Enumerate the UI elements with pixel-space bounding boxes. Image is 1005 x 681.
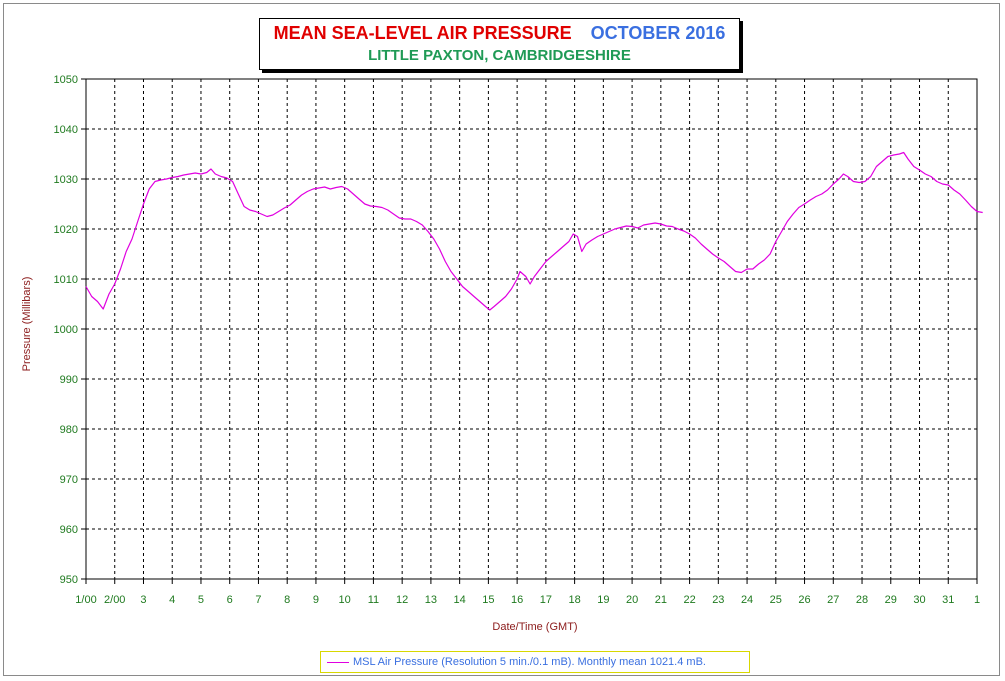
x-tick-label: 30 bbox=[913, 594, 925, 606]
plot-border bbox=[85, 78, 978, 580]
x-tick-label: 31 bbox=[942, 594, 954, 606]
y-axis-label: Pressure (Millibars) bbox=[21, 276, 33, 372]
x-tick-label: 12 bbox=[396, 594, 408, 606]
x-tick-label: 24 bbox=[741, 594, 753, 606]
y-tick-label: 960 bbox=[60, 524, 78, 536]
series-line bbox=[85, 151, 983, 311]
title-line: MEAN SEA-LEVEL AIR PRESSURE OCTOBER 2016 bbox=[260, 23, 739, 44]
x-tick-label: 8 bbox=[284, 594, 290, 606]
x-tick-label: 18 bbox=[568, 594, 580, 606]
x-tick-label: 27 bbox=[827, 594, 839, 606]
x-tick-label: 5 bbox=[198, 594, 204, 606]
title-box: MEAN SEA-LEVEL AIR PRESSURE OCTOBER 2016… bbox=[259, 18, 740, 70]
x-tick-label: 9 bbox=[313, 594, 319, 606]
x-tick-label: 3 bbox=[140, 594, 146, 606]
x-tick-label: 2/00 bbox=[104, 594, 125, 606]
x-tick-label: 20 bbox=[626, 594, 638, 606]
x-tick-label: 22 bbox=[683, 594, 695, 606]
x-tick-label: 13 bbox=[425, 594, 437, 606]
chart-title-date: OCTOBER 2016 bbox=[590, 23, 726, 43]
x-tick-label: 7 bbox=[255, 594, 261, 606]
x-tick-label: 28 bbox=[856, 594, 868, 606]
y-tick-label: 970 bbox=[60, 474, 78, 486]
x-tick-label: 11 bbox=[368, 594, 379, 606]
legend-swatch bbox=[327, 662, 349, 663]
x-tick-label: 6 bbox=[227, 594, 233, 606]
y-tick-label: 1000 bbox=[54, 324, 78, 336]
y-tick-label: 1020 bbox=[54, 224, 78, 236]
x-tick-label: 29 bbox=[885, 594, 897, 606]
y-tick-label: 1010 bbox=[54, 274, 78, 286]
y-tick-label: 1050 bbox=[54, 74, 78, 86]
x-axis-label: Date/Time (GMT) bbox=[492, 621, 578, 633]
x-tick-label: 23 bbox=[712, 594, 724, 606]
legend: MSL Air Pressure (Resolution 5 min./0.1 … bbox=[320, 651, 750, 673]
x-tick-label: 25 bbox=[770, 594, 782, 606]
x-tick-label: 4 bbox=[169, 594, 175, 606]
y-tick-label: 980 bbox=[60, 424, 78, 436]
x-tick-label: 14 bbox=[454, 594, 466, 606]
x-tick-label: 26 bbox=[798, 594, 810, 606]
chart-title: MEAN SEA-LEVEL AIR PRESSURE bbox=[273, 23, 572, 43]
x-tick-label: 10 bbox=[339, 594, 351, 606]
y-tick-label: 990 bbox=[60, 374, 78, 386]
x-tick-label: 15 bbox=[482, 594, 494, 606]
x-tick-label: 16 bbox=[511, 594, 523, 606]
x-tick-label: 1/00 bbox=[75, 594, 96, 606]
chart-frame bbox=[3, 3, 1000, 676]
y-tick-label: 1040 bbox=[54, 124, 78, 136]
y-tick-label: 950 bbox=[60, 574, 78, 586]
y-tick-label: 1030 bbox=[54, 174, 78, 186]
x-tick-label: 19 bbox=[597, 594, 609, 606]
x-tick-label: 1 bbox=[974, 594, 980, 606]
legend-label: MSL Air Pressure (Resolution 5 min./0.1 … bbox=[353, 656, 706, 668]
chart-subtitle: LITTLE PAXTON, CAMBRIDGESHIRE bbox=[368, 47, 631, 64]
x-tick-label: 17 bbox=[540, 594, 552, 606]
x-tick-label: 21 bbox=[655, 594, 667, 606]
